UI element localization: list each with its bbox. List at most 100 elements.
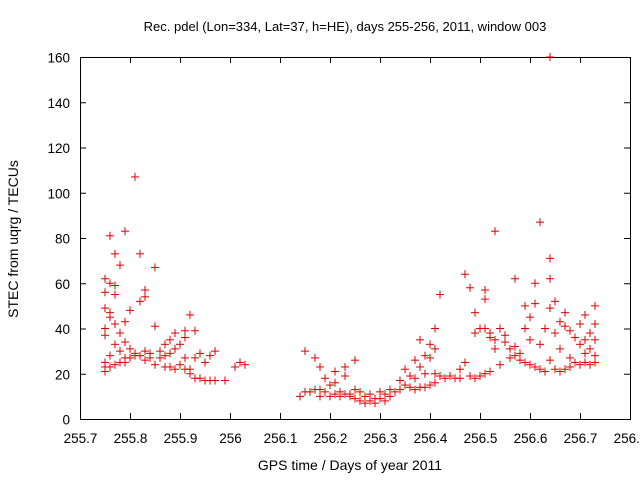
data-point (201, 358, 209, 367)
data-point (211, 347, 219, 356)
data-point (561, 308, 569, 317)
data-point (546, 304, 554, 313)
data-point (106, 279, 114, 288)
data-point (181, 333, 189, 342)
y-tick-label: 120 (47, 141, 70, 156)
data-point (156, 347, 164, 356)
data-point (106, 313, 114, 322)
data-point (551, 365, 559, 374)
data-point (121, 227, 129, 236)
data-point (481, 286, 489, 295)
y-tick-label: 60 (55, 277, 70, 292)
data-point (101, 274, 109, 283)
data-point (411, 374, 419, 383)
data-point (501, 331, 509, 340)
data-point (166, 362, 174, 371)
data-point (331, 378, 339, 387)
data-point (326, 392, 334, 401)
data-point (421, 383, 429, 392)
data-point (121, 358, 129, 367)
data-point (431, 324, 439, 333)
x-tick-label: 256.4 (414, 431, 448, 446)
data-point (546, 254, 554, 263)
data-point (236, 358, 244, 367)
data-point (141, 347, 149, 356)
data-point (586, 360, 594, 369)
data-point (551, 329, 559, 338)
data-point (576, 340, 584, 349)
data-point (526, 335, 534, 344)
data-point (551, 297, 559, 306)
data-point (116, 347, 124, 356)
data-point (191, 353, 199, 362)
data-point (166, 349, 174, 358)
data-point (556, 367, 564, 376)
data-point (156, 353, 164, 362)
data-point (421, 369, 429, 378)
data-point (466, 372, 474, 381)
data-point (101, 304, 109, 313)
data-point (481, 324, 489, 333)
data-point (131, 172, 139, 181)
data-point (531, 279, 539, 288)
data-point (406, 372, 414, 381)
data-point (106, 351, 114, 360)
data-point (326, 381, 334, 390)
y-axis-label: STEC from uqrg / TECUs (5, 160, 21, 318)
y-tick-label: 40 (55, 322, 70, 337)
y-tick-label: 80 (55, 232, 70, 247)
data-point (101, 331, 109, 340)
data-point (356, 396, 364, 405)
data-point (536, 365, 544, 374)
data-point (396, 385, 404, 394)
x-axis: 255.7 255.8 255.9 256 256.1 256.2 256.3 256.4 25… (64, 57, 640, 446)
data-point (106, 362, 114, 371)
data-point (101, 288, 109, 297)
data-point (221, 376, 229, 385)
data-point (431, 369, 439, 378)
x-tick-label: 256.7 (564, 431, 598, 446)
data-point (301, 347, 309, 356)
data-point (591, 301, 599, 310)
data-point (506, 344, 514, 353)
data-point (491, 344, 499, 353)
data-point (376, 387, 384, 396)
data-point (581, 310, 589, 319)
x-tick-label: 255.9 (164, 431, 198, 446)
data-point (101, 324, 109, 333)
data-point (391, 387, 399, 396)
data-point (151, 263, 159, 272)
data-point (306, 387, 314, 396)
data-point (186, 369, 194, 378)
data-point (446, 372, 454, 381)
data-point (586, 344, 594, 353)
data-point (431, 378, 439, 387)
data-point (586, 329, 594, 338)
data-point (581, 349, 589, 358)
data-point (381, 390, 389, 399)
data-point (146, 353, 154, 362)
data-point (426, 353, 434, 362)
data-point (176, 340, 184, 349)
data-point (136, 249, 144, 258)
data-point (241, 360, 249, 369)
data-point (336, 392, 344, 401)
data-point (191, 326, 199, 335)
data-point (566, 326, 574, 335)
y-axis: 0 20 40 60 80 100 120 140 160 (47, 51, 630, 428)
data-point (386, 385, 394, 394)
data-point (181, 326, 189, 335)
data-point (436, 290, 444, 299)
data-point (561, 365, 569, 374)
data-point (431, 344, 439, 353)
data-point (541, 324, 549, 333)
data-point (111, 360, 119, 369)
data-point (476, 372, 484, 381)
data-point (361, 399, 369, 408)
data-point (171, 329, 179, 338)
chart-title: Rec. pdel (Lon=334, Lat=37, h=HE), days … (144, 19, 547, 34)
data-point (106, 231, 114, 240)
data-point (416, 335, 424, 344)
data-point (321, 387, 329, 396)
x-tick-label: 256 (219, 431, 242, 446)
